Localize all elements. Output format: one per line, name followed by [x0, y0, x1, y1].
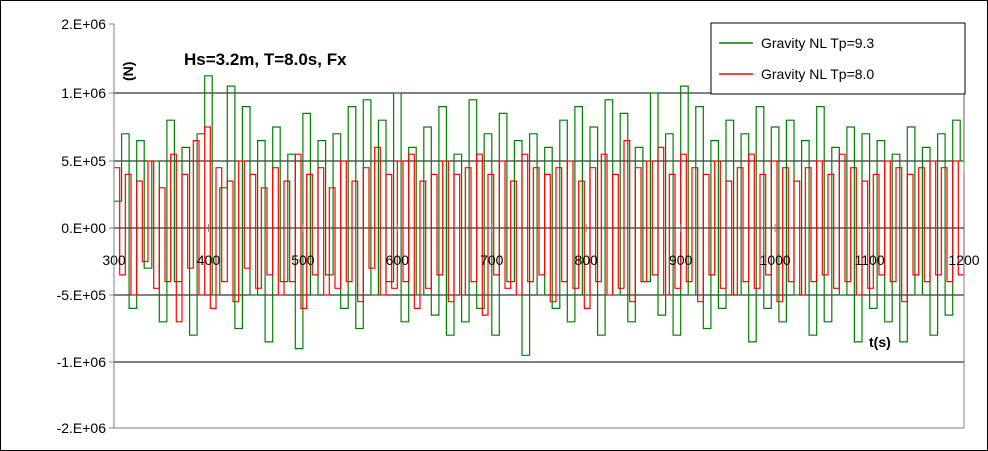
series-line-1 — [114, 75, 965, 356]
x-axis-label: t(s) — [869, 334, 891, 350]
x-tick-label-4: 700 — [480, 252, 504, 268]
legend-label-series-2: Gravity NL Tp=8.0 — [761, 66, 874, 82]
x-tick-label-3: 600 — [386, 252, 410, 268]
y-tick-label-0: 2.E+06 — [61, 16, 106, 32]
x-tick-label-1: 400 — [197, 252, 221, 268]
y-tick-label-3: 0.E+00 — [61, 220, 106, 236]
x-tick-label-7: 1000 — [760, 252, 791, 268]
y-tick-label-4: -5.E+05 — [57, 287, 107, 303]
legend-label-series-1: Gravity NL Tp=9.3 — [761, 35, 874, 51]
y-tick-label-2: 5.E+05 — [61, 153, 106, 169]
y-tick-label-5: -1.E+06 — [57, 354, 107, 370]
chart-title: Hs=3.2m, T=8.0s, Fx — [184, 50, 347, 69]
y-tick-label-6: -2.E+06 — [57, 420, 107, 436]
x-tick-label-8: 1100 — [855, 252, 885, 268]
legend-box — [710, 22, 966, 95]
y-tick-label-1: 1.E+06 — [61, 85, 106, 101]
x-tick-label-2: 500 — [291, 252, 315, 268]
x-tick-label-5: 800 — [575, 252, 599, 268]
legend: Gravity NL Tp=9.3 Gravity NL Tp=8.0 — [710, 22, 966, 95]
series-line-2 — [114, 126, 965, 323]
y-axis-label: (N) — [120, 62, 136, 81]
x-tick-label-6: 900 — [669, 252, 693, 268]
